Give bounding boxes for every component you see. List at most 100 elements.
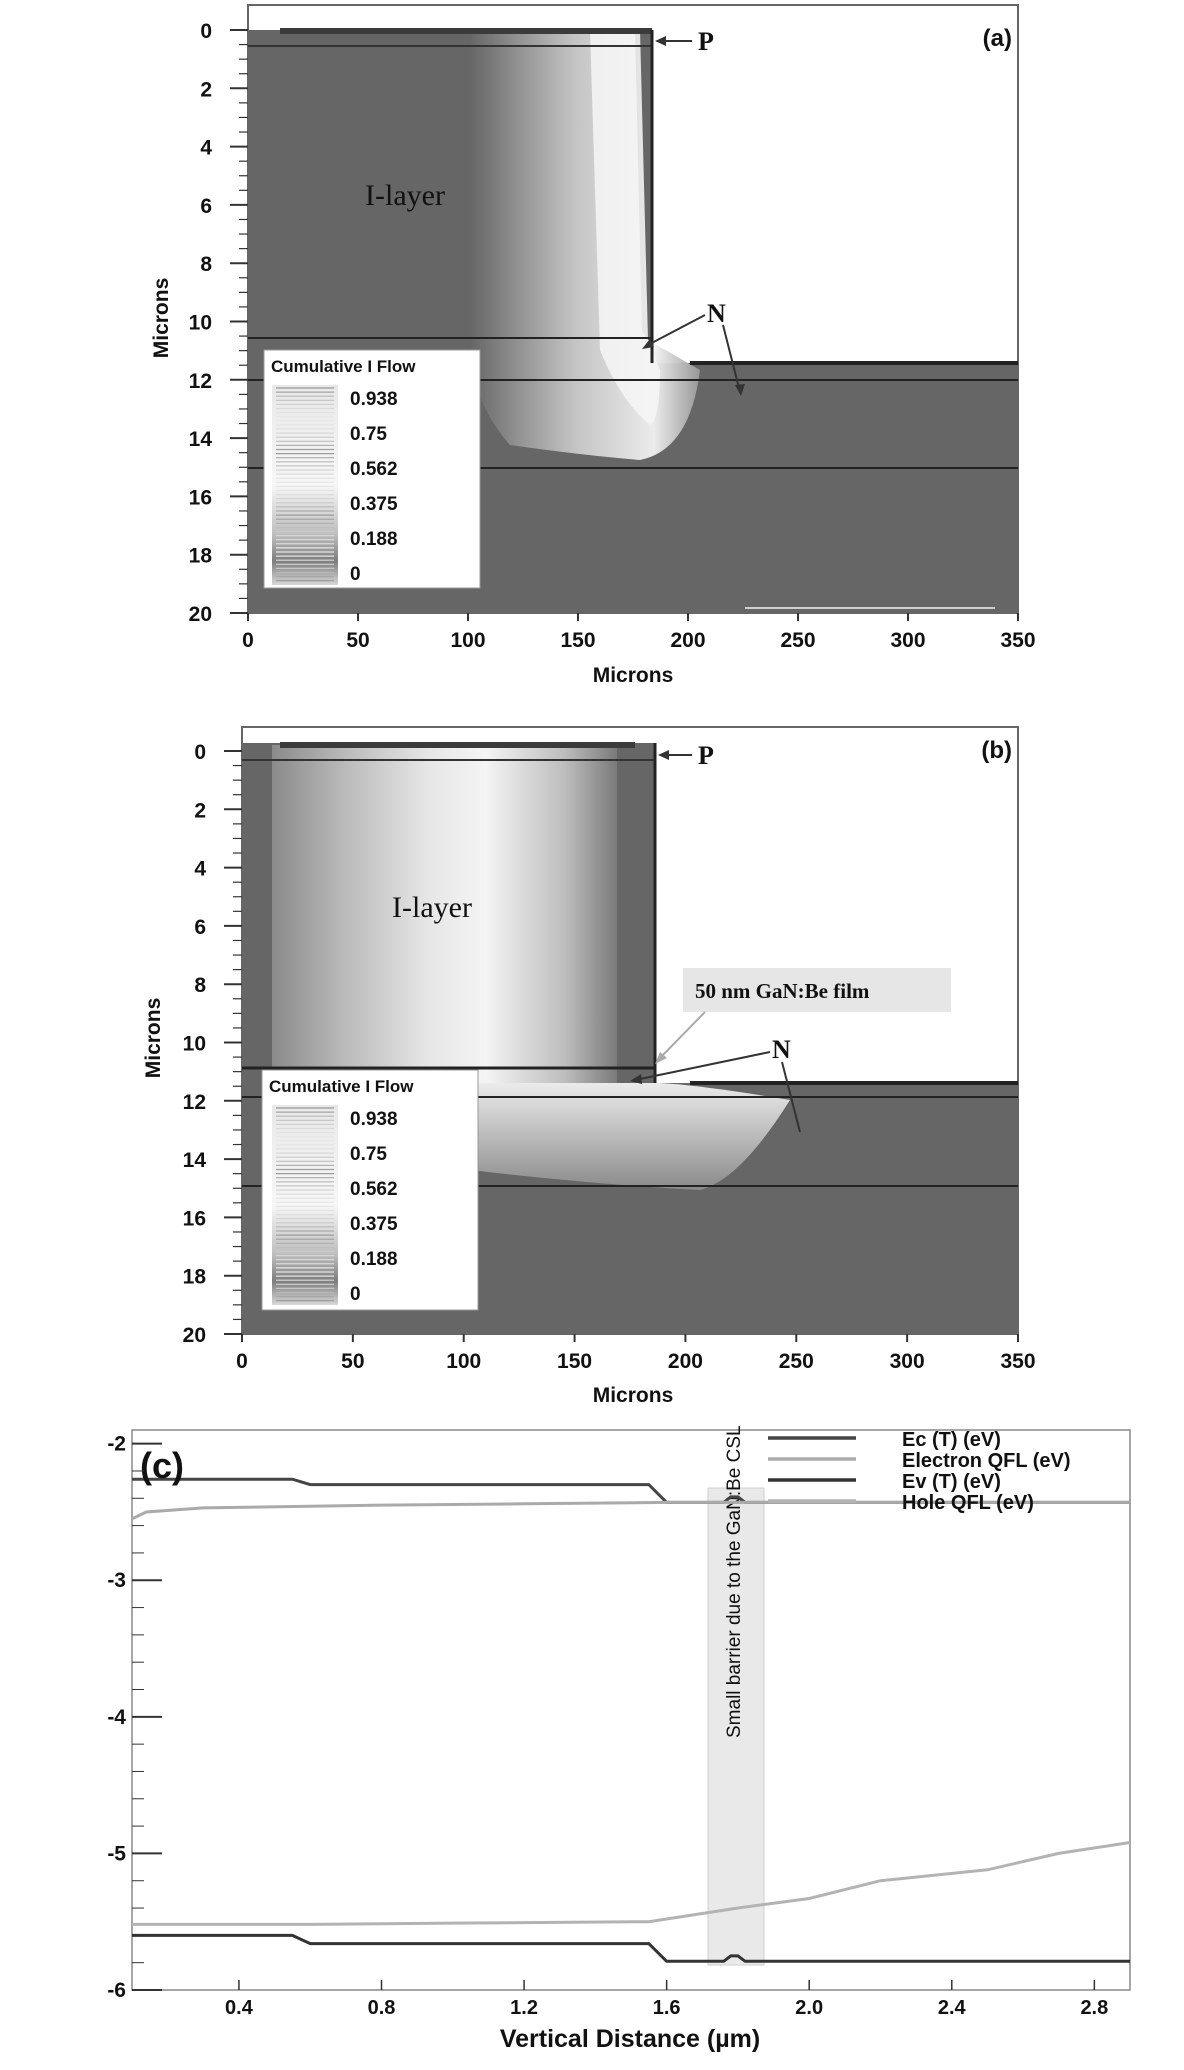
panel-b-p-label: P bbox=[698, 741, 714, 770]
panel-a-xtick-label: 350 bbox=[1000, 629, 1035, 652]
panel-c-label: (c) bbox=[140, 1445, 184, 1486]
legend-level-label: 0.562 bbox=[350, 1179, 398, 1200]
panel-c-barrier-annotation: Small barrier due to the GaN:Be CSL bbox=[724, 1425, 745, 1738]
panel-a-legend-labels: 0.938 0.75 0.562 0.375 0.188 0 bbox=[350, 389, 398, 585]
panel-c-ytick-label: -4 bbox=[107, 1706, 126, 1729]
panel-c-xtick-label: 2.8 bbox=[1080, 1997, 1108, 2019]
panel-b-ytick-label: 6 bbox=[194, 916, 206, 939]
panel-a-ytick-label: 0 bbox=[200, 20, 212, 43]
panel-c-xtick-label: 2.0 bbox=[795, 1997, 823, 2019]
panel-b-legend-colorbar bbox=[272, 1105, 338, 1305]
panel-a-ytick-label: 14 bbox=[189, 428, 213, 451]
panel-b-p-arrowhead bbox=[658, 750, 669, 760]
panel-c-ytick-label: -3 bbox=[107, 1569, 126, 1592]
legend-level-label: 0.75 bbox=[350, 424, 387, 445]
panel-b-ytick-label: 20 bbox=[183, 1324, 206, 1347]
panel-a-p-label: P bbox=[698, 27, 714, 56]
panel-a-xtick-label: 300 bbox=[890, 629, 925, 652]
panel-a-xtick-label: 200 bbox=[670, 629, 705, 652]
series-line-4 bbox=[132, 1841, 1131, 1926]
panel-b-xlabel: Microns bbox=[593, 1384, 674, 1407]
panel-a-ytick-label: 4 bbox=[200, 137, 212, 160]
series-line-3 bbox=[132, 1933, 1130, 1963]
panel-a-label: (a) bbox=[983, 25, 1012, 52]
panel-b-film-arrowhead bbox=[655, 1052, 667, 1064]
legend-label-3: Ev (T) (eV) bbox=[902, 1471, 1001, 1493]
panel-c-xtick-label: 0.8 bbox=[368, 1997, 396, 2019]
panel-b-ytick-label: 4 bbox=[194, 858, 206, 881]
panel-a-ytick-label: 18 bbox=[189, 545, 213, 568]
panel-a-xtick-label: 50 bbox=[346, 629, 369, 652]
panel-b-xtick-label: 100 bbox=[446, 1350, 481, 1373]
panel-a-xtick-label: 250 bbox=[780, 629, 815, 652]
panel-b-n-label: N bbox=[772, 1035, 791, 1064]
panel-c: Small barrier due to the GaN:Be CSL (c) … bbox=[107, 1425, 1131, 2053]
panel-b-xtick-label: 300 bbox=[890, 1350, 925, 1373]
panel-a-n-label: N bbox=[707, 299, 726, 328]
panel-c-ytick-label: -6 bbox=[107, 1979, 126, 2002]
panel-b-film-callout-box bbox=[683, 968, 951, 1012]
panel-b-ytick-label: 2 bbox=[194, 799, 206, 822]
panel-b-legend: Cumulative I Flow 0.938 0.75 0.562 0.375 0.1… bbox=[261, 1069, 479, 1311]
panel-c-ytick-label: -5 bbox=[107, 1842, 126, 1865]
legend-level-label: 0.75 bbox=[350, 1144, 387, 1165]
panel-c-legend: Ec (T) (eV)Electron QFL (eV)Ev (T) (eV)H… bbox=[768, 1429, 1071, 1514]
panel-b-label: (b) bbox=[981, 737, 1012, 764]
panel-a-current-core bbox=[590, 30, 660, 425]
panel-b-ytick-label: 10 bbox=[183, 1033, 206, 1056]
panel-b-ylabel: Microns bbox=[142, 998, 165, 1079]
panel-b-i-layer-label: I-layer bbox=[392, 891, 472, 924]
panel-a-ytick-label: 16 bbox=[189, 486, 212, 509]
panel-a-ytick-label: 6 bbox=[200, 195, 212, 218]
panel-a-xtick-label: 0 bbox=[242, 629, 254, 652]
panel-c-xlabel: Vertical Distance (µm) bbox=[500, 2025, 760, 2053]
legend-level-label: 0.188 bbox=[350, 1249, 398, 1270]
panel-b-xtick-label: 0 bbox=[236, 1350, 248, 1373]
panel-c-barrier-highlight bbox=[707, 1487, 765, 1966]
panel-b: (b) P I-layer 50 nm GaN:Be film N Cumula… bbox=[142, 726, 1036, 1407]
panel-b-lateral-flow bbox=[470, 1083, 790, 1190]
panel-a-p-arrowhead bbox=[655, 36, 666, 46]
panel-c-axes: 0.4 0.8 1.2 1.6 2.0 2.4 2.8 -2 -3 -4 -5 -6 bbox=[107, 1433, 1108, 2019]
panel-a-n-arrow-2 bbox=[722, 324, 741, 393]
legend-label-2: Electron QFL (eV) bbox=[902, 1450, 1071, 1472]
panel-b-ytick-label: 12 bbox=[183, 1091, 206, 1114]
panel-c-ytick-label: -2 bbox=[107, 1433, 126, 1456]
panel-a-xlabel: Microns bbox=[593, 664, 674, 687]
panel-a-legend: Cumulative I Flow 0.938 0.75 0.562 0.375 0.1… bbox=[263, 349, 481, 589]
panel-b-i-layer-flow bbox=[272, 745, 617, 1083]
panel-b-ytick-label: 8 bbox=[194, 974, 206, 997]
panel-b-legend-stripes bbox=[276, 1107, 334, 1302]
panel-c-xtick-label: 1.6 bbox=[653, 1997, 681, 2019]
panel-a: (a) P N I-layer Cumulative I Flow 0.9380… bbox=[150, 4, 1036, 687]
panel-b-ytick-label: 18 bbox=[183, 1266, 207, 1289]
panel-a-n-arrow-1 bbox=[645, 314, 706, 347]
panel-b-xtick-label: 250 bbox=[779, 1350, 814, 1373]
panel-b-ytick-label: 14 bbox=[183, 1149, 207, 1172]
panel-a-i-layer-label: I-layer bbox=[365, 179, 445, 212]
panel-a-xtick-label: 100 bbox=[450, 629, 485, 652]
panel-c-xtick-label: 2.4 bbox=[938, 1997, 967, 2019]
legend-level-label: 0.375 bbox=[350, 494, 398, 515]
legend-level-label: 0.938 bbox=[350, 1109, 398, 1130]
legend-label-1: Ec (T) (eV) bbox=[902, 1429, 1001, 1451]
panel-b-n-arrow-1 bbox=[634, 1051, 771, 1081]
legend-level-label: 0 bbox=[350, 1284, 361, 1305]
panel-a-ytick-label: 20 bbox=[189, 603, 212, 626]
panel-a-n-arrowhead-2 bbox=[735, 384, 745, 396]
panel-c-frame bbox=[131, 1429, 1131, 1991]
panel-b-ytick-label: 16 bbox=[183, 1207, 206, 1230]
panel-b-legend-title: Cumulative I Flow bbox=[269, 1077, 414, 1096]
panel-c-xtick-label: 0.4 bbox=[225, 1997, 254, 2019]
panel-a-legend-stripes bbox=[276, 387, 334, 582]
panel-b-p-contact bbox=[280, 742, 635, 748]
legend-level-label: 0.562 bbox=[350, 459, 398, 480]
panel-a-p-contact bbox=[280, 28, 652, 34]
panel-b-axes: 0 50 100 150 200 250 300 350 0 2 4 6 8 10 12 14 16 18 20 bbox=[183, 741, 1036, 1373]
legend-level-label: 0.188 bbox=[350, 529, 398, 550]
panel-b-xtick-label: 50 bbox=[341, 1350, 364, 1373]
panel-a-ylabel: Microns bbox=[150, 278, 173, 359]
panel-b-film-callout: 50 nm GaN:Be film bbox=[695, 979, 870, 1003]
panel-b-xtick-label: 150 bbox=[557, 1350, 592, 1373]
